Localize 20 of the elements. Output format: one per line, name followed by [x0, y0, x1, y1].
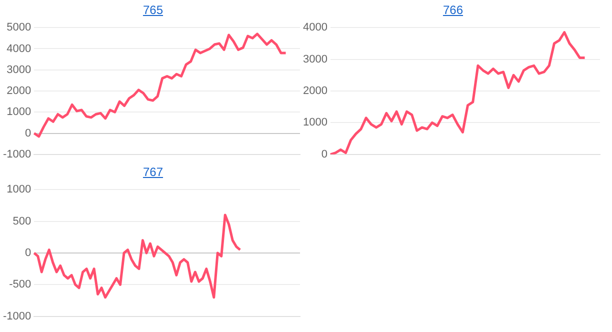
y-tick-label: 3000 — [6, 64, 32, 76]
y-tick-label: 3000 — [302, 53, 328, 66]
y-tick-label: 4000 — [302, 22, 328, 34]
y-tick-label: 0 — [25, 127, 32, 140]
y-tick-label: -500 — [9, 278, 32, 291]
y-tick-label: 500 — [12, 215, 32, 228]
y-tick-label: 2000 — [6, 85, 32, 98]
y-tick-label: 4000 — [6, 42, 32, 55]
y-tick-label: -1000 — [2, 310, 32, 322]
y-tick-label: 2000 — [302, 85, 328, 98]
y-tick-label: 1000 — [302, 116, 328, 129]
chart-title: 767 — [142, 165, 164, 179]
y-tick-label: 1000 — [6, 184, 32, 196]
y-tick-label: 1000 — [6, 106, 32, 118]
y-tick-label: 0 — [25, 247, 32, 260]
chart-title: 765 — [142, 3, 164, 17]
y-tick-label: -1000 — [2, 148, 32, 160]
y-tick-label: 5000 — [6, 22, 32, 34]
chart-title: 766 — [442, 3, 464, 17]
y-tick-label: 0 — [321, 148, 328, 160]
